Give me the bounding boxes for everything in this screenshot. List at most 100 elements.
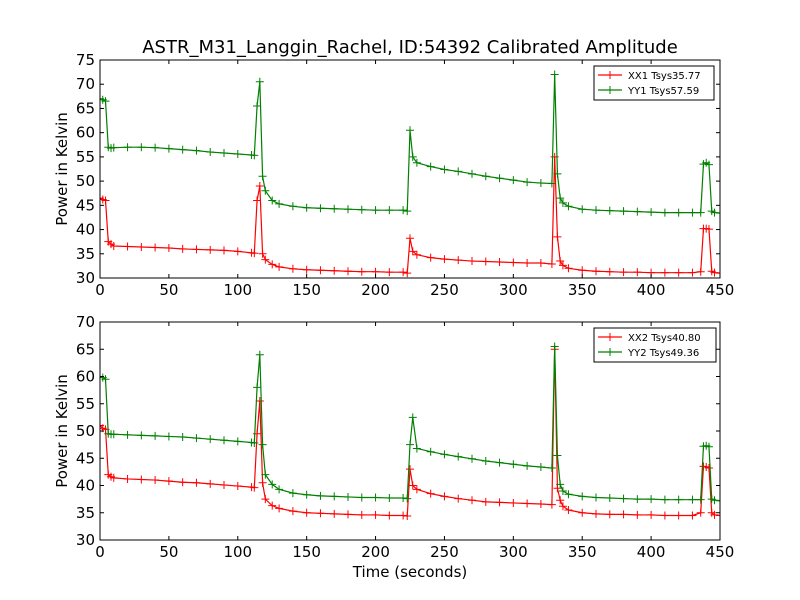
data-point-marker xyxy=(275,199,284,208)
data-point-marker xyxy=(151,431,160,440)
data-point-marker xyxy=(578,508,587,517)
data-point-marker xyxy=(408,481,417,490)
data-point-marker xyxy=(316,491,325,500)
data-point-marker xyxy=(344,510,352,519)
y-tick-label: 40 xyxy=(76,221,95,239)
data-point-marker xyxy=(330,509,339,518)
data-point-marker xyxy=(406,440,414,449)
data-point-marker xyxy=(406,126,414,135)
series-xx xyxy=(100,345,720,521)
data-point-marker xyxy=(109,430,118,439)
data-point-marker xyxy=(255,397,264,406)
data-point-marker xyxy=(412,158,421,167)
x-tick-label: 400 xyxy=(637,543,666,561)
data-point-marker xyxy=(647,495,656,504)
data-point-marker xyxy=(371,493,380,502)
data-point-marker xyxy=(633,510,642,519)
data-point-marker xyxy=(250,483,259,492)
data-point-marker xyxy=(688,268,697,277)
legend-marker xyxy=(606,86,614,94)
data-point-marker xyxy=(454,256,463,265)
data-point-marker xyxy=(674,268,683,277)
data-point-marker xyxy=(268,196,277,205)
data-point-marker xyxy=(408,152,417,161)
data-point-marker xyxy=(564,490,573,499)
data-point-marker xyxy=(178,432,187,441)
data-point-marker xyxy=(123,242,132,251)
x-tick-label: 100 xyxy=(223,543,252,561)
data-point-marker xyxy=(220,246,228,255)
data-point-marker xyxy=(710,510,719,519)
data-point-marker xyxy=(564,202,573,211)
data-point-marker xyxy=(178,244,187,253)
data-point-marker xyxy=(220,149,228,158)
data-point-marker xyxy=(688,495,697,504)
data-point-marker xyxy=(509,498,518,507)
data-point-marker xyxy=(426,489,435,498)
data-point-marker xyxy=(481,257,490,266)
data-point-marker xyxy=(151,476,160,485)
x-tick-label: 150 xyxy=(292,281,321,299)
y-tick-label: 35 xyxy=(76,245,95,263)
data-point-marker xyxy=(123,430,132,439)
data-point-marker xyxy=(385,206,394,215)
data-point-marker xyxy=(275,262,284,271)
legend: XX1 Tsys35.77 YY1 Tsys57.59 xyxy=(593,65,715,101)
y-tick-label: 45 xyxy=(76,449,95,467)
data-point-marker xyxy=(556,496,565,505)
series-yy xyxy=(100,70,720,218)
data-point-marker xyxy=(192,434,201,443)
data-point-marker xyxy=(660,511,669,520)
data-point-marker xyxy=(137,475,146,484)
data-point-marker xyxy=(316,204,325,213)
data-point-marker xyxy=(454,452,463,461)
data-point-marker xyxy=(704,464,713,473)
data-point-marker xyxy=(495,258,504,267)
data-point-marker xyxy=(109,242,118,251)
data-point-marker xyxy=(440,165,449,174)
x-tick-label: 50 xyxy=(159,281,178,299)
data-point-marker xyxy=(123,143,132,152)
legend-marker xyxy=(606,348,614,356)
data-point-marker xyxy=(556,257,565,266)
data-point-marker xyxy=(523,461,532,470)
x-tick-label: 250 xyxy=(430,281,459,299)
data-point-marker xyxy=(206,479,215,488)
x-tick-label: 100 xyxy=(223,281,252,299)
data-point-marker xyxy=(716,209,720,218)
data-point-marker xyxy=(468,454,476,463)
data-point-marker xyxy=(710,496,719,505)
x-tick-label: 150 xyxy=(292,543,321,561)
y-tick-label: 65 xyxy=(76,99,95,117)
data-point-marker xyxy=(412,444,421,453)
data-point-marker xyxy=(137,143,146,152)
data-point-marker xyxy=(408,413,417,422)
data-point-marker xyxy=(481,497,490,506)
data-point-marker xyxy=(564,264,573,273)
data-point-marker xyxy=(399,268,408,277)
data-point-marker xyxy=(412,485,421,494)
legend-label: XX1 Tsys35.77 xyxy=(628,71,701,82)
data-point-marker xyxy=(578,492,587,501)
data-point-marker xyxy=(288,507,297,516)
data-point-marker xyxy=(258,478,267,487)
data-point-marker xyxy=(558,198,567,207)
data-point-marker xyxy=(553,232,562,241)
data-point-marker xyxy=(553,169,562,178)
data-point-marker xyxy=(547,500,556,509)
data-point-marker xyxy=(558,261,567,270)
y-tick-label: 50 xyxy=(76,172,95,190)
data-point-marker xyxy=(109,143,118,152)
x-tick-label: 450 xyxy=(706,543,735,561)
data-point-marker xyxy=(258,249,267,258)
data-point-marker xyxy=(688,208,697,217)
data-point-marker xyxy=(178,478,187,487)
data-point-marker xyxy=(696,508,705,517)
data-point-marker xyxy=(403,512,412,521)
data-point-marker xyxy=(495,458,504,467)
series-yy xyxy=(100,342,720,505)
data-point-marker xyxy=(123,474,132,483)
x-tick-label: 250 xyxy=(430,543,459,561)
data-point-marker xyxy=(253,102,262,111)
data-point-marker xyxy=(605,510,614,519)
